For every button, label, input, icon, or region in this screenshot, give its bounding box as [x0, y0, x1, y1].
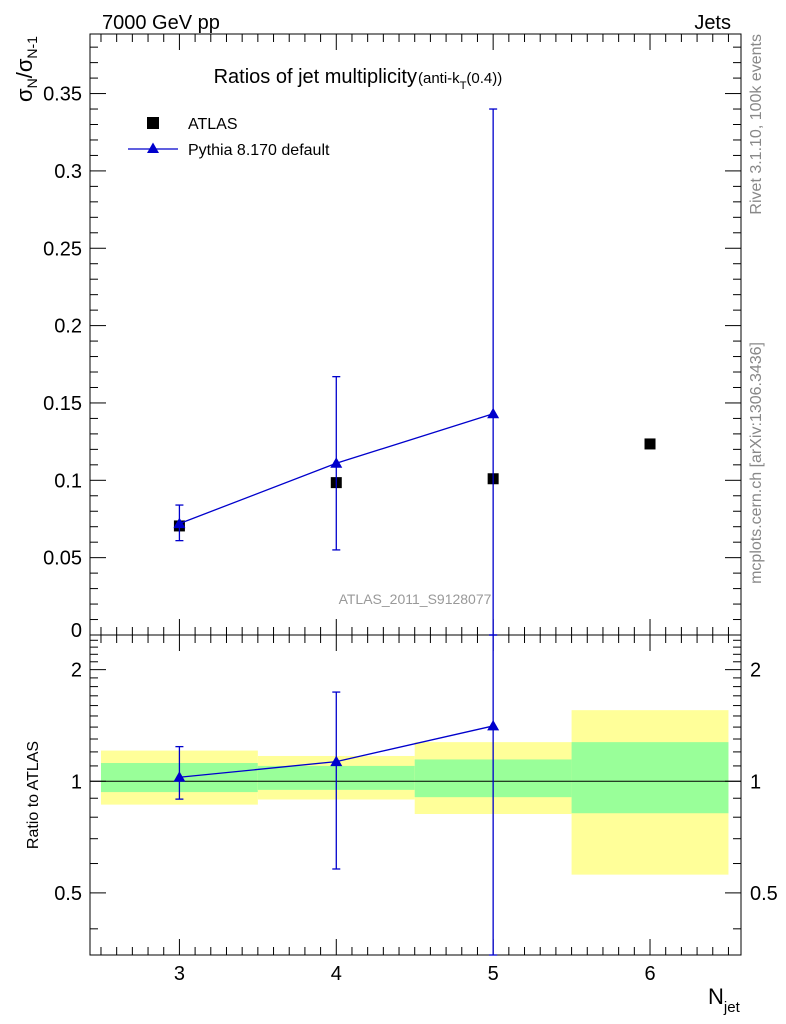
ratio-y-tick-label-right-0: 0.5	[750, 883, 778, 905]
ratio-y-tick-label-right-2: 2	[750, 660, 761, 682]
main-y-tick-label-5: 0.25	[43, 238, 82, 260]
main-y-tick-label-2: 0.1	[54, 470, 82, 492]
main-y-tick-label-6: 0.3	[54, 161, 82, 183]
legend-pythia-marker	[147, 142, 159, 153]
main-ylabel: σN/σN-1	[12, 36, 40, 102]
x-tick-label-4: 4	[331, 963, 342, 985]
ratio-point-3	[173, 771, 186, 782]
main-title-suffix: (anti-kT(0.4))	[418, 70, 502, 92]
mcplots-label: mcplots.cern.ch [arXiv:1306.3436]	[748, 342, 765, 584]
analysis-watermark: ATLAS_2011_S9128077	[339, 591, 492, 607]
main-y-tick-label-0: 0	[71, 620, 82, 642]
legend-atlas-label: ATLAS	[188, 116, 238, 133]
ratio-frame	[89, 634, 742, 956]
x-tick-label-6: 6	[644, 963, 655, 985]
main-y-tick-label-1: 0.05	[43, 548, 82, 570]
xlabel-sub-jet: jet	[723, 999, 741, 1016]
pythia-point-5	[487, 407, 500, 419]
ratio-xlabel: Njet	[708, 984, 741, 1016]
collision-energy-label: 7000 GeV pp	[102, 12, 220, 34]
legend-pythia-label: Pythia 8.170 default	[188, 142, 330, 159]
atlas-point-6	[644, 438, 656, 450]
main-title: Ratios of jet multiplicity	[214, 66, 417, 88]
ratio-y-tick-label-left-2: 2	[71, 660, 82, 682]
title-suffix-sub: T	[460, 80, 467, 92]
ratio-panel: 3 4 5 6 0.5 0.5 1 1 2 2	[54, 634, 778, 985]
title-suffix-pre: (anti-k	[418, 70, 460, 87]
process-label: Jets	[694, 12, 731, 34]
legend-atlas-marker	[147, 117, 159, 129]
main-y-tick-label-7: 0.35	[43, 84, 82, 106]
ylabel-sigma-n-1: σ	[12, 58, 37, 72]
ratio-y-tick-label-left-1: 1	[71, 771, 82, 793]
main-panel: 0 0.05 0.1 0.15 0.2 0.25 0.3 0.35	[43, 33, 742, 642]
ylabel-sub-n: N	[24, 78, 40, 88]
ylabel-slash: /	[12, 71, 37, 78]
main-y-tick-label-4: 0.2	[54, 316, 82, 338]
ratio-ylabel: Ratio to ATLAS	[25, 741, 42, 849]
ratio-band-inner-3	[571, 742, 729, 814]
ratio-point-5	[487, 719, 500, 731]
ratio-point-4	[330, 755, 343, 767]
ylabel-sub-n-1: N-1	[24, 36, 40, 59]
main-y-tick-label-3: 0.15	[43, 393, 82, 415]
x-tick-label-3: 3	[174, 963, 185, 985]
pythia-point-4	[330, 457, 343, 468]
x-tick-label-5: 5	[488, 963, 499, 985]
rivet-version-label: Rivet 3.1.10, 100k events	[748, 34, 765, 215]
pythia-point-3	[173, 517, 186, 529]
ratio-y-tick-label-right-1: 1	[750, 771, 761, 793]
title-suffix-post: (0.4))	[466, 70, 502, 87]
ratio-y-tick-label-left-0: 0.5	[54, 883, 82, 905]
xlabel-n: N	[708, 984, 724, 1009]
ylabel-sigma-n: σ	[12, 88, 37, 102]
